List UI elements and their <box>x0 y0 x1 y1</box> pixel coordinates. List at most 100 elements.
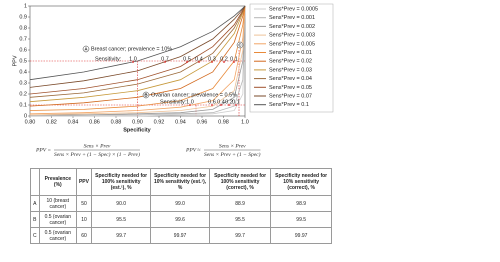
annotation-letter: A <box>84 46 88 51</box>
y-tick-label: 0.7 <box>19 36 27 42</box>
results-table: Prevalence (%) PPV Specificity needed for … <box>30 168 332 244</box>
annotation-text: Breast cancer; prevalence = 10% <box>91 46 172 52</box>
annotation-text: Ovarian cancer; prevalence = 0.5% <box>151 92 237 98</box>
legend-label: Sens*Prev = 0.01 <box>269 50 312 56</box>
sensitivity-dot <box>211 61 213 63</box>
table-cell: 99.0 <box>150 195 210 212</box>
x-tick-label: 0.90 <box>132 119 143 125</box>
table-cell: 99.7 <box>208 227 272 244</box>
y-tick-label: 0.8 <box>19 25 27 31</box>
formula-denominator: Sens × Prev + (1 − Spec) × (1 − Prev) <box>54 151 140 158</box>
table-cell: C <box>30 227 40 244</box>
annotation-letter: C <box>238 42 242 47</box>
table-cell: 99.6 <box>150 211 210 228</box>
sensitivity-value: 0.2 <box>225 99 233 105</box>
sensitivity-dot <box>198 61 200 63</box>
table-cell: 0.5 (ovarian cancer) <box>38 211 77 228</box>
series-line <box>29 5 246 111</box>
sensitivity-value: 0.7 <box>161 56 169 62</box>
y-tick-label: 0.2 <box>19 91 27 97</box>
sensitivity-dot <box>211 104 213 106</box>
table-cell: B <box>30 211 40 228</box>
sensitivity-value: 0.1 <box>232 99 240 105</box>
sensitivity-value: 0.4 <box>217 99 225 105</box>
series-line <box>29 5 246 88</box>
sensitivity-value: 0.6 <box>208 99 216 105</box>
table-cell: 88.9 <box>208 195 272 212</box>
series-line <box>29 5 246 81</box>
table-cell: 99.7 <box>90 227 152 244</box>
table-cell: 98.9 <box>270 195 332 212</box>
x-axis-label: Specificity <box>123 127 151 133</box>
series-line <box>29 5 246 107</box>
sensitivity-dot <box>220 104 222 106</box>
table-cell: 10 (breast cancer) <box>38 195 77 212</box>
header-cell: Specificity needed for 100% sensitivity … <box>208 168 272 196</box>
x-tick-label: 1.0 <box>241 119 249 125</box>
annotation-letter: B <box>144 92 148 97</box>
x-tick-label: 0.96 <box>197 119 208 125</box>
legend-label: Sens*Prev = 0.04 <box>269 76 312 82</box>
y-axis-label: PPV <box>12 55 18 66</box>
table-cell: 99.97 <box>150 227 210 244</box>
y-tick-label: 0.1 <box>19 102 27 108</box>
formula-denominator: Sens × Prev + (1 − Spec) <box>204 151 261 158</box>
legend-label: Sens*Prev = 0.003 <box>269 33 315 39</box>
sensitivity-dot <box>228 104 230 106</box>
table-cell: 95.5 <box>90 211 152 228</box>
table-row: C 0.5 (ovarian cancer) 60 99.7 99.97 99.7 99.9… <box>30 227 332 244</box>
annotation-marker <box>82 45 90 53</box>
header-cell: Prevalence (%) <box>38 168 77 196</box>
sensitivity-value: 1.0 <box>186 99 194 105</box>
chart: PPV Specificity 00.10.20.30.40.50.60.70.… <box>12 3 334 158</box>
table-cell: 95.5 <box>208 211 272 228</box>
sensitivity-dot <box>235 104 237 106</box>
table-cell: A <box>30 195 40 212</box>
legend-label: Sens*Prev = 0.0005 <box>269 6 318 12</box>
table-cell: 99.5 <box>270 211 332 228</box>
sensitivity-value: 1.0 <box>129 56 137 62</box>
sensitivity-label: Sensitivity: <box>160 99 187 105</box>
table-cell: 50 <box>75 195 92 212</box>
formula-numerator: Sens × Prev <box>84 143 111 149</box>
table-row: B 0.5 (ovarian cancer) 10 95.5 99.6 95.5 99.5 <box>30 211 332 228</box>
sensitivity-value: 0.5 <box>183 56 191 62</box>
x-tick-label: 0.80 <box>25 119 36 125</box>
y-tick-label: 0.4 <box>19 69 27 75</box>
sensitivity-dot <box>164 61 166 63</box>
legend-frame <box>249 3 334 113</box>
legend-label: Sens*Prev = 0.005 <box>269 41 315 47</box>
series-line <box>29 5 246 95</box>
x-tick-label: 0.82 <box>46 119 57 125</box>
header-cell <box>30 168 40 196</box>
header-cell: Specificity needed for 10% sensitivity (… <box>270 168 332 196</box>
annotation-marker <box>142 91 150 99</box>
header-cell: Specificity needed for 100% sensitivity … <box>90 168 152 196</box>
legend-label: Sens*Prev = 0.07 <box>269 93 312 99</box>
formula-numerator: Sens × Prev <box>219 143 246 149</box>
x-tick-label: 0.92 <box>154 119 165 125</box>
table-cell: 60 <box>75 227 92 244</box>
x-tick-label: 0.88 <box>111 119 122 125</box>
series-line <box>29 5 246 98</box>
legend-label: Sens*Prev = 0.03 <box>269 67 312 73</box>
sensitivity-dot <box>189 104 191 106</box>
sensitivity-value: 0.1 <box>230 56 238 62</box>
series-line <box>30 5 246 117</box>
header-row: Prevalence (%) PPV Specificity needed for … <box>30 168 332 196</box>
x-tick-label: 0.98 <box>218 119 229 125</box>
formula-lhs: PPV = <box>35 147 51 153</box>
legend-label: Sens*Prev = 0.1 <box>269 102 309 108</box>
table-cell: 90.0 <box>90 195 152 212</box>
y-tick-label: 0 <box>24 113 27 119</box>
x-tick-label: 0.86 <box>89 119 100 125</box>
table-cell: 10 <box>75 211 92 228</box>
sensitivity-value: 0.2 <box>220 56 228 62</box>
y-tick-label: 0.6 <box>19 47 27 53</box>
sensitivity-dot <box>223 61 225 63</box>
legend-label: Sens*Prev = 0.02 <box>269 59 312 65</box>
y-tick-label: 0.3 <box>19 80 27 86</box>
y-tick-label: 0.5 <box>19 58 27 64</box>
legend-label: Sens*Prev = 0.002 <box>269 24 315 30</box>
